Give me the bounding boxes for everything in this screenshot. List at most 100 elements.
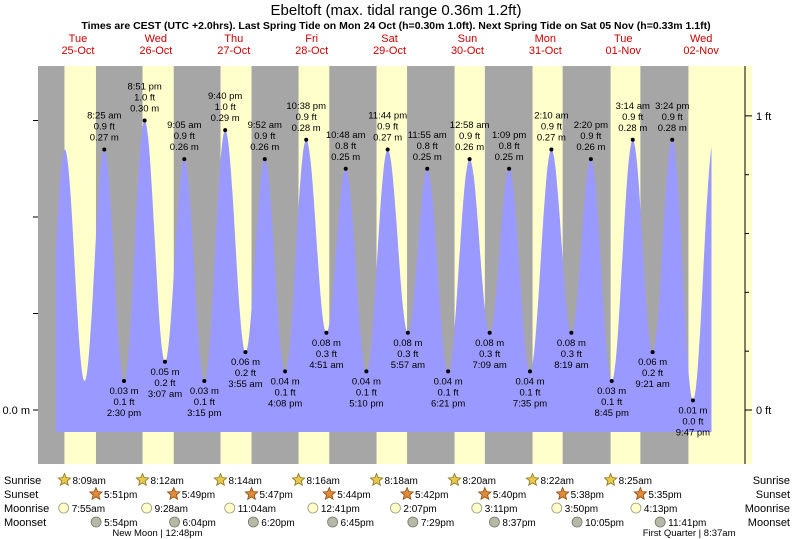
high-tide-height-m: 0.26 m bbox=[576, 142, 605, 153]
low-tide-dot bbox=[324, 330, 329, 335]
high-tide-height-m: 0.27 m bbox=[537, 132, 566, 143]
date-label: 28-Oct bbox=[295, 45, 328, 57]
low-tide-height-ft: 0.1 ft bbox=[438, 387, 459, 398]
row-label-right: Moonset bbox=[748, 517, 790, 529]
low-tide-height-m: 0.08 m bbox=[475, 338, 504, 349]
high-tide-time: 9:40 pm bbox=[208, 91, 242, 102]
low-tide-height-ft: 0.1 ft bbox=[194, 397, 215, 408]
sunrise-icon bbox=[291, 472, 306, 487]
low-tide-height-m: 0.05 m bbox=[150, 367, 179, 378]
low-tide-dot bbox=[162, 359, 167, 364]
high-tide-time: 8:25 am bbox=[87, 110, 121, 121]
chart-axes: 0.0 m 1 ft 0 ft bbox=[2, 66, 771, 464]
high-tide-height-ft: 1.0 ft bbox=[134, 93, 155, 104]
low-tide-height-m: 0.04 m bbox=[434, 376, 463, 387]
sunset-time: 5:49pm bbox=[182, 490, 215, 501]
sunrise-icon bbox=[525, 472, 540, 487]
moon-phase-label: New Moon | 12:48pm bbox=[112, 528, 202, 539]
high-tide-time: 11:44 pm bbox=[368, 110, 407, 121]
y-axis-label-left: 0.0 m bbox=[2, 405, 30, 417]
low-tide-height-ft: 0.1 ft bbox=[275, 387, 296, 398]
chart-subtitle: Times are CEST (UTC +2.0hrs). Last Sprin… bbox=[81, 20, 710, 32]
low-tide-height-ft: 0.1 ft bbox=[113, 397, 134, 408]
moonset-time: 6:45pm bbox=[341, 518, 374, 529]
sunset-time: 5:38pm bbox=[571, 490, 604, 501]
high-tide-time: 2:20 pm bbox=[574, 120, 608, 131]
moonrise-icon bbox=[390, 502, 401, 514]
sunset-icon bbox=[244, 486, 259, 501]
sunset-time: 5:35pm bbox=[648, 490, 681, 501]
high-tide-time: 12:58 am bbox=[450, 120, 490, 131]
day-header-layer: Tue25-OctWed26-OctThu27-OctFri28-OctSat2… bbox=[61, 33, 719, 57]
moonrise-time: 3:50pm bbox=[565, 504, 598, 515]
date-label: 02-Nov bbox=[683, 45, 719, 57]
day-of-week-label: Wed bbox=[690, 33, 712, 45]
low-tide-dot bbox=[202, 379, 207, 384]
sunset-time: 5:42pm bbox=[415, 490, 448, 501]
high-tide-height-m: 0.27 m bbox=[90, 132, 119, 143]
high-tide-height-m: 0.25 m bbox=[331, 152, 360, 163]
row-label-left: Sunrise bbox=[4, 475, 41, 487]
low-tide-height-ft: 0.3 ft bbox=[316, 349, 337, 360]
sunset-icon bbox=[555, 486, 570, 501]
low-tide-dot bbox=[364, 369, 369, 374]
low-tide-time: 7:35 pm bbox=[513, 398, 547, 409]
day-of-week-label: Mon bbox=[535, 33, 556, 45]
high-tide-height-m: 0.26 m bbox=[250, 142, 279, 153]
low-tide-dot bbox=[283, 369, 288, 374]
moonrise-time: 12:41pm bbox=[321, 504, 360, 515]
astronomy-table: Sunrise Sunrise Sunset Sunset Moonrise Moonri… bbox=[4, 472, 790, 539]
high-tide-time: 9:05 am bbox=[167, 120, 201, 131]
high-tide-dot bbox=[670, 137, 675, 142]
tide-area-layer bbox=[55, 120, 712, 432]
moonrise-icon bbox=[551, 502, 563, 514]
high-tide-dot bbox=[182, 157, 187, 162]
chart-title: Ebeltoft (max. tidal range 0.36m 1.2ft) bbox=[271, 2, 522, 19]
date-label: 30-Oct bbox=[451, 45, 484, 57]
high-tide-dot bbox=[549, 147, 554, 152]
moonset-time: 11:41pm bbox=[668, 518, 706, 529]
high-tide-height-m: 0.30 m bbox=[130, 104, 159, 115]
high-tide-time: 1:09 pm bbox=[492, 130, 526, 141]
date-label: 26-Oct bbox=[139, 45, 172, 57]
high-tide-height-m: 0.26 m bbox=[170, 142, 199, 153]
high-tide-dot bbox=[262, 157, 267, 162]
moonset-icon bbox=[571, 516, 583, 528]
low-tide-time: 8:45 pm bbox=[595, 408, 629, 419]
low-tide-height-m: 0.03 m bbox=[597, 386, 626, 397]
high-tide-dot bbox=[223, 128, 228, 133]
low-tide-dot bbox=[487, 330, 492, 335]
low-tide-dot bbox=[243, 350, 248, 355]
low-tide-time: 3:07 am bbox=[148, 389, 182, 400]
high-tide-dot bbox=[425, 166, 430, 171]
high-tide-height-m: 0.26 m bbox=[455, 142, 484, 153]
low-tide-dot bbox=[569, 330, 574, 335]
sunset-icon bbox=[322, 486, 337, 501]
sunset-time: 5:47pm bbox=[260, 490, 293, 501]
low-tide-dot bbox=[690, 398, 695, 403]
high-tide-height-m: 0.28 m bbox=[618, 123, 647, 134]
low-tide-height-ft: 0.2 ft bbox=[642, 368, 663, 379]
sunrise-time: 8:09am bbox=[72, 476, 105, 487]
day-of-week-label: Tue bbox=[69, 33, 88, 45]
high-tide-height-ft: 0.8 ft bbox=[335, 141, 356, 152]
right-axis-strip bbox=[745, 66, 752, 464]
low-tide-height-m: 0.08 m bbox=[557, 338, 586, 349]
high-tide-dot bbox=[467, 157, 472, 162]
low-tide-time: 7:09 am bbox=[472, 360, 506, 371]
moonset-icon bbox=[407, 516, 419, 528]
moonrise-icon bbox=[307, 502, 319, 514]
sunset-icon bbox=[477, 486, 492, 501]
y-axis-label-right: 1 ft bbox=[756, 111, 771, 123]
moon-phase-label: First Quarter | 8:37am bbox=[643, 528, 736, 539]
tide-area bbox=[55, 120, 712, 432]
row-label-right: Moonrise bbox=[745, 503, 790, 515]
low-tide-height-m: 0.03 m bbox=[109, 386, 138, 397]
high-tide-height-m: 0.29 m bbox=[211, 113, 240, 124]
moonrise-time: 4:13pm bbox=[644, 504, 677, 515]
day-of-week-label: Wed bbox=[145, 33, 167, 45]
low-tide-height-m: 0.04 m bbox=[352, 376, 381, 387]
low-tide-time: 3:15 pm bbox=[187, 408, 221, 419]
low-tide-time: 6:21 pm bbox=[431, 398, 465, 409]
y-axis-label-right: 0 ft bbox=[756, 405, 771, 417]
